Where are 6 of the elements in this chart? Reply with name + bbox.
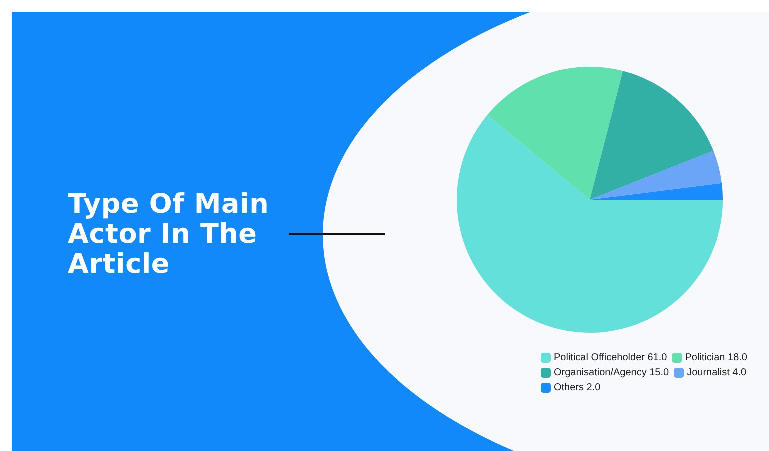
legend-label: Politician 18.0 bbox=[685, 352, 748, 364]
text: Type Of Main Actor In The Article bbox=[68, 189, 270, 280]
legend-label: Organisation/Agency 15.0 bbox=[554, 368, 670, 378]
legend-label: Journalist 4.0 bbox=[687, 368, 747, 378]
legend-label: Others 2.0 bbox=[554, 382, 602, 394]
legend-label: Political Officeholder 61.0 bbox=[554, 352, 668, 364]
